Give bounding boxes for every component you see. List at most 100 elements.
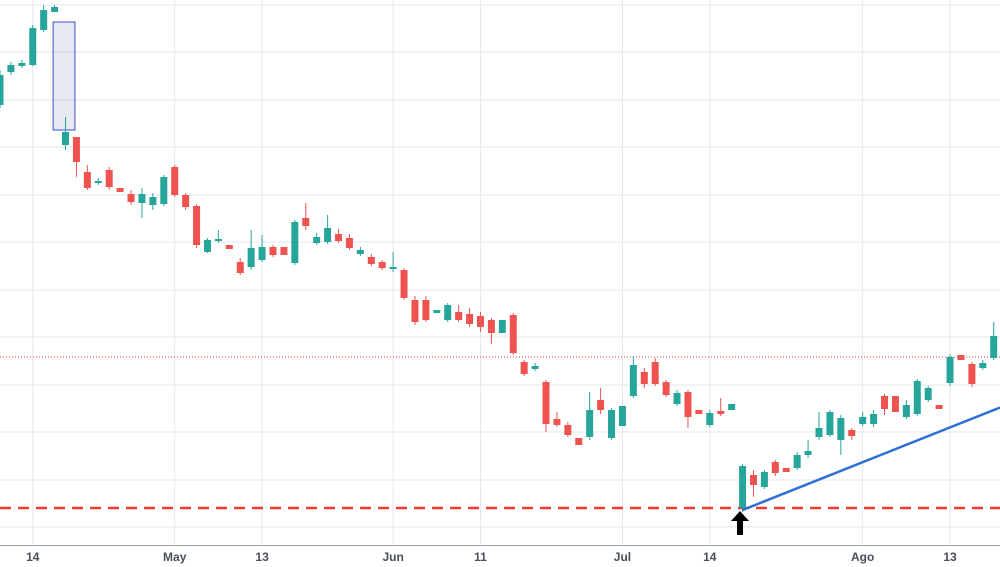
candle-body [203,240,211,252]
candle-body [422,300,430,320]
candle-body [651,362,659,384]
trend-line [742,406,1000,512]
candle-body [18,63,26,66]
candle-body [782,468,790,472]
x-tick-label: Ago [851,550,874,564]
candle-body [444,305,452,320]
candle-body [356,250,364,254]
marks [0,5,1000,512]
x-tick-label: Jun [382,550,403,564]
grid [0,0,1000,545]
candle-body [848,430,856,436]
candle-body [476,316,484,327]
candle-body [979,363,987,368]
candle-body [924,388,932,400]
candle-body [608,410,616,438]
candle-body [837,418,845,440]
candle-body [149,197,157,205]
candle-body [509,315,517,353]
candle-body [127,194,135,202]
candle-body [83,172,91,188]
candle-body [684,392,692,417]
candle-body [695,410,703,414]
candle-body [280,247,288,255]
candle-body [182,195,190,207]
candle-body [324,228,332,242]
candle-body [891,396,899,412]
candle-body [400,270,408,298]
candle-body [804,451,812,455]
candle-body [575,438,583,445]
candle-body [946,357,954,383]
candle-body [815,428,823,437]
candle-body [990,336,998,358]
candle-body [411,300,419,322]
candle-body [160,177,168,204]
candle-body [913,381,921,414]
candle-body [771,462,779,473]
candle-body [618,406,626,426]
candle-body [433,310,441,313]
candle-body [902,405,910,417]
candle-body [826,412,834,435]
range-box [52,21,76,131]
candle-body [0,75,4,105]
candle-body [673,393,681,404]
candle-body [62,132,70,145]
candle-body [193,206,201,245]
candle-body [94,181,102,183]
x-tick-label: 14 [26,550,40,564]
x-tick-label: 14 [703,550,717,564]
candle-body [455,312,463,320]
candle-body [640,372,648,384]
candle-body [51,7,59,12]
candle-body [597,400,605,410]
candle-body [706,413,714,425]
candle-body [302,218,310,226]
candle-body [760,472,768,487]
candle-body [378,262,386,268]
arrow-icon [731,511,749,535]
candle-body [29,28,37,65]
candle-body [542,382,550,424]
candle-body [171,167,179,195]
candle-body [466,314,474,324]
candle-body [236,262,244,273]
candle-body [793,455,801,468]
candle-body [116,188,124,192]
x-tick-label: 13 [943,550,957,564]
candle-body [487,320,495,333]
x-tick-label: 11 [474,550,487,564]
candle-body [586,410,594,437]
candle-body [105,170,113,187]
candle-body [389,267,397,269]
candle-body [859,417,867,424]
candle-body [345,238,353,248]
candle-body [957,355,965,360]
candle-body [564,425,572,435]
x-labels: 14 May 13 Jun 11 Jul 14 Ago 13 [26,550,957,564]
candle-body [291,222,299,263]
candle-body [728,404,736,410]
candle-body [662,382,670,395]
candle-body [870,414,878,424]
candle-body [739,466,747,508]
x-tick-label: 13 [255,550,269,564]
candle-body [138,194,146,203]
candle-body [258,247,266,260]
candle-body [72,137,80,162]
candle-body [214,239,222,241]
candle-body [40,10,48,30]
candle-body [553,419,561,425]
candle-body [313,237,321,243]
candle-body [968,364,976,384]
candle-body [225,245,233,249]
candle-body [629,365,637,396]
candle-body [7,65,15,72]
candle-body [881,396,889,409]
candle-body [749,475,757,485]
candle-body [269,247,277,255]
candle-body [520,362,528,374]
